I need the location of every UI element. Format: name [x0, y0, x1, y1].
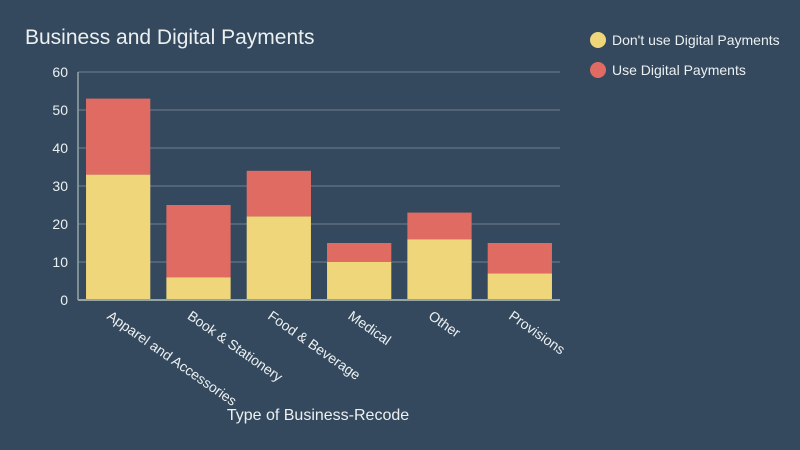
bar-dont-use: [487, 273, 552, 300]
bar-use: [166, 205, 231, 278]
y-tick-label: 60: [52, 64, 68, 80]
y-tick-label: 20: [52, 216, 68, 232]
y-tick-label: 0: [60, 292, 68, 308]
bar-use: [487, 243, 552, 274]
bar-use: [407, 212, 472, 240]
legend-label-use: Use Digital Payments: [612, 62, 746, 78]
y-tick-label: 40: [52, 140, 68, 156]
legend-swatch-use: [590, 62, 606, 78]
y-tick-label: 10: [52, 254, 68, 270]
y-tick-label: 50: [52, 102, 68, 118]
bar-dont-use: [327, 262, 392, 300]
x-tick-label: Provisions: [506, 307, 568, 357]
x-tick-label: Apparel and Accessories: [104, 307, 239, 408]
y-tick-label: 30: [52, 178, 68, 194]
bar-dont-use: [166, 277, 231, 300]
x-tick-label: Other: [426, 307, 464, 340]
legend-item-use[interactable]: Use Digital Payments: [590, 55, 780, 85]
legend-swatch-dont-use: [590, 32, 606, 48]
chart-title: Business and Digital Payments: [25, 26, 315, 49]
bar-dont-use: [86, 174, 151, 300]
x-axis-title: Type of Business-Recode: [227, 407, 409, 424]
bar-use: [86, 98, 151, 175]
legend-item-dont-use[interactable]: Don't use Digital Payments: [590, 25, 780, 55]
legend: Don't use Digital Payments Use Digital P…: [590, 25, 780, 85]
bar-dont-use: [407, 239, 472, 300]
bar-dont-use: [246, 216, 311, 300]
legend-label-dont-use: Don't use Digital Payments: [612, 32, 780, 48]
bar-use: [327, 243, 392, 262]
bar-use: [246, 170, 311, 217]
x-tick-label: Medical: [345, 307, 394, 348]
